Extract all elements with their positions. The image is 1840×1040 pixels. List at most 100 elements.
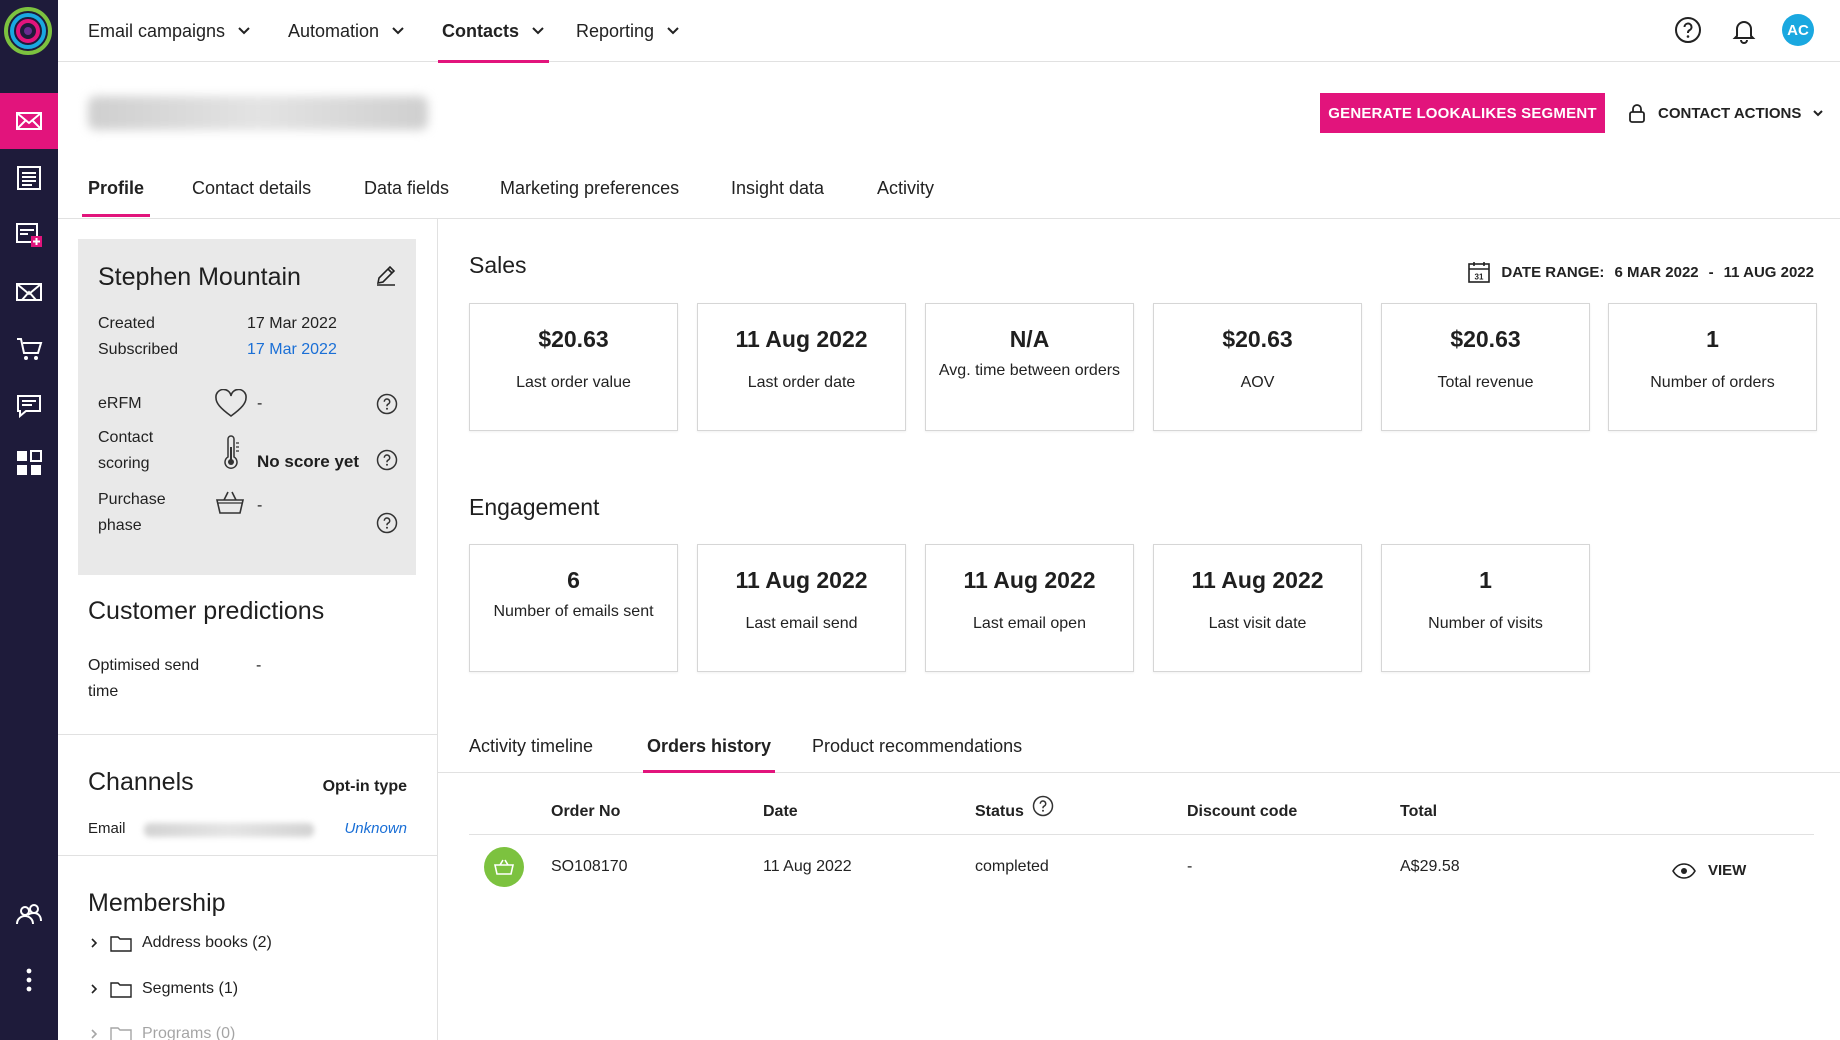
metric-value: 11 Aug 2022 bbox=[735, 567, 868, 593]
channels-title: Channels bbox=[88, 768, 194, 796]
nav-email-campaigns[interactable]: Email campaigns bbox=[88, 0, 251, 62]
email-address-blurred bbox=[144, 823, 314, 837]
contact-actions-dropdown[interactable]: CONTACT ACTIONS bbox=[1626, 93, 1835, 133]
order-status: completed bbox=[975, 858, 1049, 875]
profile-tabs: Profile Contact details Data fields Mark… bbox=[58, 160, 1840, 219]
chevron-down-icon bbox=[667, 27, 679, 35]
metric-label: Number of visits bbox=[1428, 615, 1543, 632]
calendar-day: 31 bbox=[1475, 273, 1484, 282]
send-time-label-2: time bbox=[88, 683, 119, 700]
tab-profile[interactable]: Profile bbox=[81, 178, 151, 217]
chevron-down-icon bbox=[392, 27, 404, 35]
order-total: A$29.58 bbox=[1400, 858, 1460, 875]
metric-value: $20.63 bbox=[1222, 326, 1293, 352]
optin-header: Opt-in type bbox=[322, 778, 407, 795]
metric-label: AOV bbox=[1240, 374, 1275, 391]
divider bbox=[58, 855, 438, 856]
scoring-value: No score yet bbox=[257, 452, 360, 471]
membership-address-books[interactable]: Address books (2) bbox=[88, 934, 272, 952]
metric-card-last-visit-date: 11 Aug 2022 Last visit date bbox=[1153, 544, 1362, 672]
metric-label: Number of orders bbox=[1650, 374, 1775, 391]
rail-forms-icon[interactable] bbox=[0, 207, 58, 263]
help-icon[interactable] bbox=[1672, 14, 1704, 46]
tree-label: Segments (1) bbox=[142, 980, 239, 997]
help-icon[interactable] bbox=[1032, 795, 1054, 817]
metric-card-number-of-visits: 1 Number of visits bbox=[1381, 544, 1590, 672]
logo-icon[interactable] bbox=[3, 6, 53, 56]
rail-pages-icon[interactable] bbox=[0, 150, 58, 206]
metric-card-last-email-open: 11 Aug 2022 Last email open bbox=[925, 544, 1134, 672]
metric-value: 11 Aug 2022 bbox=[735, 326, 868, 352]
sms-icon bbox=[16, 283, 42, 301]
metric-card-aov: $20.63 AOV bbox=[1153, 303, 1362, 431]
order-discount: - bbox=[1187, 858, 1193, 875]
metric-card-total-revenue: $20.63 Total revenue bbox=[1381, 303, 1590, 431]
sales-title: Sales bbox=[469, 252, 527, 278]
subscribed-value[interactable]: 17 Mar 2022 bbox=[247, 341, 337, 358]
send-time-label: Optimised send bbox=[88, 657, 200, 674]
folder-icon bbox=[110, 982, 132, 998]
rail-contacts-icon[interactable] bbox=[0, 887, 58, 943]
metric-label: Last order value bbox=[516, 374, 631, 391]
column-date: Date bbox=[763, 803, 798, 820]
help-icon[interactable] bbox=[376, 512, 398, 534]
rail-ecommerce-icon[interactable] bbox=[0, 321, 58, 377]
tab-product-recommendations[interactable]: Product recommendations bbox=[812, 736, 1023, 756]
erfm-value: - bbox=[257, 395, 263, 412]
metric-label: Total revenue bbox=[1437, 374, 1534, 391]
help-icon[interactable] bbox=[376, 449, 398, 471]
profile-sidebar: Stephen Mountain Created 17 Mar 2022 Sub… bbox=[58, 219, 438, 1040]
rail-more-icon[interactable] bbox=[0, 952, 58, 1008]
tree-label: Address books (2) bbox=[142, 934, 272, 951]
help-icon[interactable] bbox=[376, 393, 398, 415]
rail-sms-icon[interactable] bbox=[0, 264, 58, 320]
contact-email-blurred bbox=[88, 96, 428, 130]
email-icon bbox=[16, 112, 42, 130]
membership-segments[interactable]: Segments (1) bbox=[88, 980, 238, 998]
tab-insight-data[interactable]: Insight data bbox=[731, 178, 825, 198]
rail-email-icon[interactable] bbox=[0, 93, 58, 149]
generate-lookalikes-button[interactable]: GENERATE LOOKALIKES SEGMENT bbox=[1320, 93, 1605, 133]
predictions-title: Customer predictions bbox=[88, 597, 325, 625]
metric-label: Number of emails sent bbox=[493, 603, 654, 620]
column-order-no: Order No bbox=[551, 803, 621, 820]
folder-icon bbox=[110, 936, 132, 952]
tab-contact-details[interactable]: Contact details bbox=[192, 178, 312, 198]
nav-automation[interactable]: Automation bbox=[288, 0, 405, 62]
tab-data-fields[interactable]: Data fields bbox=[364, 178, 450, 198]
nav-reporting[interactable]: Reporting bbox=[576, 0, 680, 62]
tab-activity-timeline[interactable]: Activity timeline bbox=[469, 736, 594, 756]
date-range[interactable]: 31 DATE RANGE: 6 MAR 2022 - 11 AUG 2022 bbox=[1467, 260, 1814, 284]
subscribed-label: Subscribed bbox=[98, 341, 179, 358]
edit-icon[interactable] bbox=[374, 263, 398, 287]
send-time-value: - bbox=[256, 657, 262, 674]
chevron-down-icon bbox=[1813, 110, 1824, 117]
view-order-button[interactable]: VIEW bbox=[1672, 862, 1746, 879]
bell-icon[interactable] bbox=[1728, 14, 1760, 46]
column-discount-code: Discount code bbox=[1187, 803, 1298, 820]
calendar-icon: 31 bbox=[1468, 262, 1491, 283]
tab-activity[interactable]: Activity bbox=[877, 178, 935, 198]
email-channel-label: Email bbox=[88, 820, 126, 837]
tree-label: Programs (0) bbox=[142, 1025, 236, 1040]
chevron-right-icon bbox=[91, 1029, 98, 1039]
thermometer-icon bbox=[224, 435, 239, 469]
engagement-title: Engagement bbox=[469, 494, 600, 520]
tab-marketing-preferences[interactable]: Marketing preferences bbox=[500, 178, 680, 198]
top-nav: Email campaigns Automation Contacts Repo… bbox=[58, 0, 1840, 63]
rail-apps-icon[interactable] bbox=[0, 435, 58, 491]
phase-label-2: phase bbox=[98, 517, 142, 534]
tab-orders-history[interactable]: Orders history bbox=[642, 736, 776, 773]
nav-label: Contacts bbox=[442, 20, 520, 41]
date-separator: - bbox=[1708, 263, 1714, 281]
chat-icon bbox=[17, 395, 41, 419]
nav-contacts[interactable]: Contacts bbox=[437, 0, 550, 63]
chevron-right-icon bbox=[91, 938, 98, 948]
email-optin-value: Unknown bbox=[344, 820, 407, 837]
ecommerce-icon bbox=[17, 338, 43, 360]
membership-title: Membership bbox=[88, 889, 226, 917]
membership-programs[interactable]: Programs (0) bbox=[88, 1025, 235, 1040]
rail-chat-icon[interactable] bbox=[0, 378, 58, 434]
avatar[interactable]: AC bbox=[1782, 14, 1814, 46]
metric-value: 1 bbox=[1479, 567, 1492, 593]
